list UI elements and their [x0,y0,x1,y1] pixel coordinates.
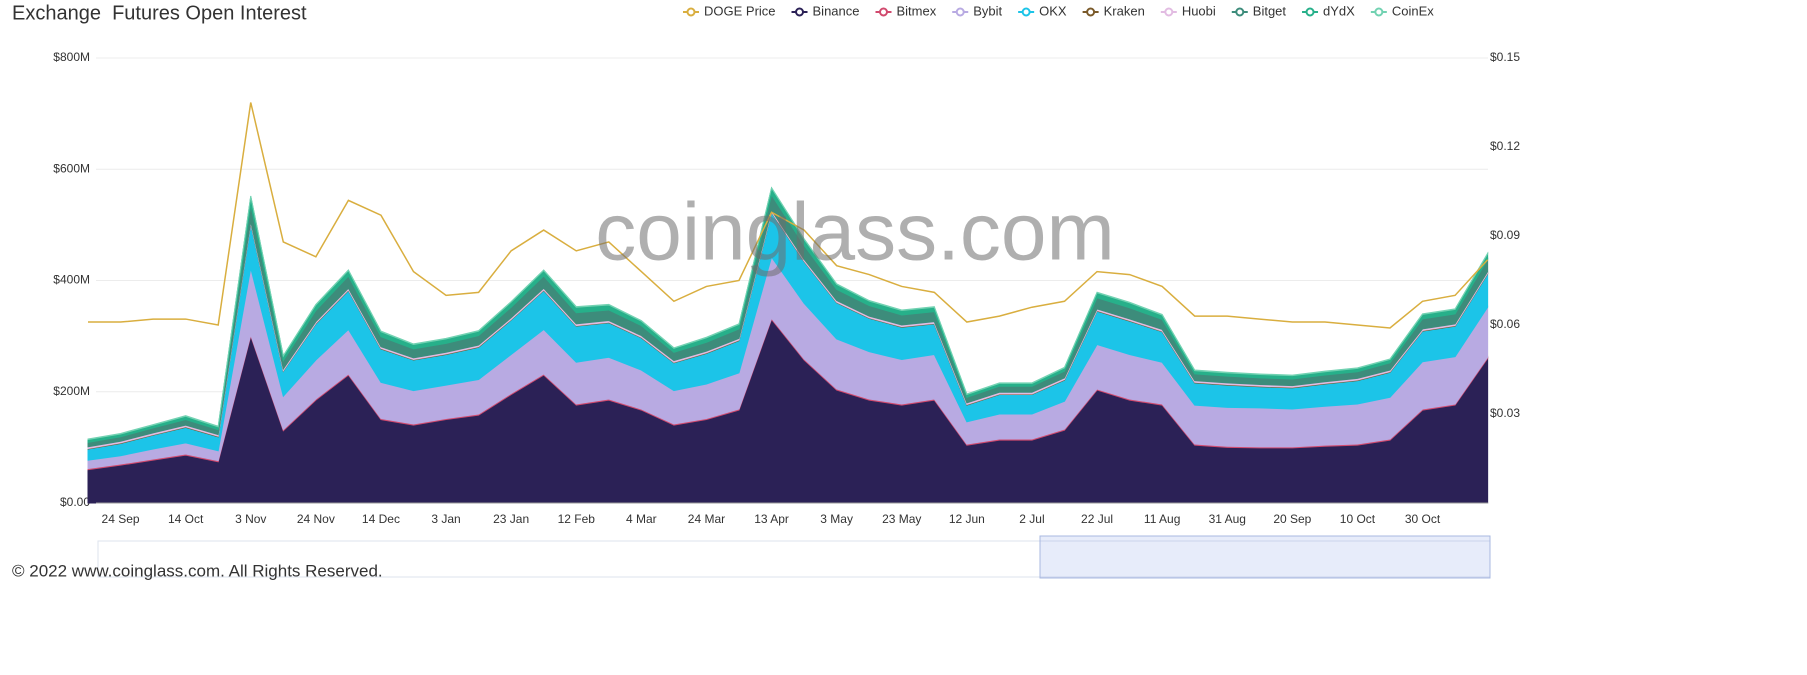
x-tick-label: 24 Mar [688,512,725,526]
legend-label: DOGE Price [704,3,776,18]
x-tick-label: 30 Oct [1405,512,1441,526]
legend-marker [1021,7,1031,17]
y-tick-label: $600M [53,161,90,175]
y2-tick-label: $0.09 [1490,228,1520,242]
chart-title: Exchange Futures Open Interest [12,2,307,24]
legend-label: OKX [1039,3,1067,18]
legend-marker [1305,7,1315,17]
watermark: coinglass.com [595,187,1115,278]
y2-tick-label: $0.12 [1490,139,1520,153]
legend-marker [1086,7,1096,17]
x-tick-label: 3 May [820,512,853,526]
plot-area: $0.00 $200M $400M $600M $800M $0.03 $0.06 $0.09… [53,50,1520,526]
x-tick-label: 12 Jun [949,512,985,526]
legend-label: CoinEx [1392,3,1434,18]
legend-label: Bybit [973,3,1002,18]
navigator-selection[interactable] [1039,535,1491,579]
legend-marker [1374,7,1384,17]
x-tick-label: 2 Jul [1019,512,1044,526]
x-tick-label: 3 Nov [235,512,266,526]
legend-label: Bitget [1253,3,1287,18]
x-tick-label: 14 Dec [362,512,400,526]
footer: © 2022 www.coinglass.com. All Rights Res… [12,561,383,580]
legend-marker [1164,7,1174,17]
x-tick-label: 20 Sep [1273,512,1311,526]
area [87,186,1489,441]
x-tick-label: 22 Jul [1081,512,1113,526]
x-tick-label: 3 Jan [431,512,460,526]
y-tick-label: $400M [53,273,90,287]
line [88,102,1489,329]
x-tick-label: 24 Sep [102,512,140,526]
y2-tick-label: $0.15 [1490,50,1520,64]
legend-marker [795,7,805,17]
x-tick-label: 24 Nov [297,512,335,526]
y-tick-label: $800M [53,50,90,64]
x-tick-label: 11 Aug [1144,512,1180,526]
legend-marker [879,7,888,17]
x-tick-label: 13 Apr [754,512,789,526]
legend-label: dYdX [1323,3,1355,18]
x-tick-label: 12 Feb [558,512,596,526]
legend-label: Binance [813,3,860,18]
y2-tick-label: $0.06 [1490,317,1520,331]
y-tick-label: $0.00 [60,495,90,509]
x-tick-label: 31 Aug [1209,512,1246,526]
y-tick-label: $200M [53,384,90,398]
legend-label: Huobi [1182,3,1216,18]
x-tick-label: 4 Mar [626,512,657,526]
y2-tick-label: $0.03 [1490,406,1520,420]
x-tick-label: 14 Oct [168,512,204,526]
legend: DOGE Price Binance Bitmex Bybit OKX Kraken Huo… [683,3,1434,18]
x-tick-label: 10 Oct [1340,512,1376,526]
legend-marker [686,7,696,17]
legend-label: Kraken [1104,3,1145,18]
x-tick-label: 23 May [882,512,921,526]
legend-marker [955,7,965,17]
legend-marker [1235,7,1245,17]
x-tick-label: 23 Jan [493,512,529,526]
legend-label: Bitmex [897,3,937,18]
